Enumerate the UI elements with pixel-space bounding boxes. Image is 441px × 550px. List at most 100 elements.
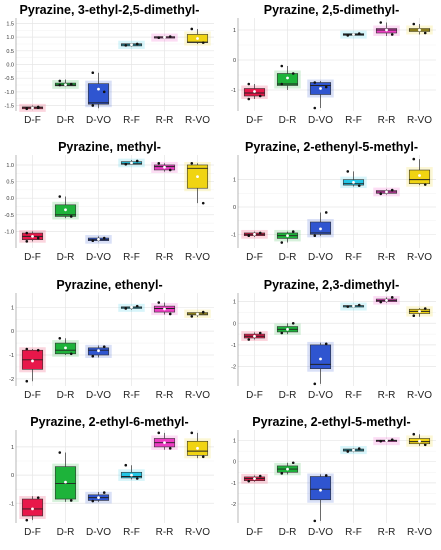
x-tick-label: R-F (123, 527, 140, 538)
chart-panel-5: Pyrazine, ethenyl- -2 -1 0 1 D-F D-R D-VO R-F R-R… (9, 278, 214, 401)
data-point (412, 22, 416, 26)
data-point (190, 315, 194, 318)
mean-marker (64, 480, 67, 484)
box-R-R (373, 296, 400, 305)
x-tick-label: D-VO (308, 390, 333, 401)
data-point (168, 168, 172, 172)
data-point (324, 85, 328, 89)
mean-marker (286, 234, 289, 238)
data-point (58, 79, 62, 83)
box-R-F (340, 30, 367, 39)
box-D-VO (307, 211, 334, 238)
x-tick-label: D-F (24, 115, 41, 126)
data-point (135, 304, 139, 308)
data-point (247, 338, 251, 341)
x-tick-label: R-F (345, 527, 362, 538)
data-point (135, 477, 139, 480)
data-point (25, 518, 29, 522)
data-point (157, 431, 161, 435)
box-R-F (340, 446, 367, 455)
box-body (309, 476, 332, 501)
y-tick-label: 0.0 (6, 196, 14, 202)
data-point (58, 337, 62, 340)
data-point (69, 215, 73, 218)
data-point (357, 32, 361, 35)
box-D-R (274, 229, 301, 244)
mean-marker (352, 448, 355, 452)
y-tick-label: -1 (231, 481, 236, 487)
data-point (157, 301, 161, 304)
box-R-F (118, 40, 145, 49)
x-tick-label: R-VO (407, 527, 432, 538)
data-point (36, 496, 40, 499)
y-tick-label: -2 (231, 365, 236, 371)
data-point (91, 71, 95, 75)
chart-title: Pyrazine, ethenyl- (56, 278, 162, 292)
mean-marker (253, 232, 256, 236)
mean-marker (31, 507, 34, 511)
mean-marker (253, 334, 256, 338)
mean-marker (31, 234, 34, 238)
box-D-VO (307, 79, 334, 110)
x-tick-label: D-VO (308, 252, 333, 263)
mean-marker (130, 305, 133, 309)
box-D-F (19, 496, 46, 522)
chart-title: Pyrazine, 2,5-dimethyl- (264, 3, 399, 17)
x-tick-label: D-VO (86, 252, 111, 263)
data-point (157, 36, 161, 39)
x-tick-label: D-R (279, 527, 297, 538)
data-point (201, 310, 205, 314)
data-point (36, 236, 40, 240)
plot-area (238, 18, 436, 111)
mean-marker (253, 477, 256, 481)
chart-title: Pyrazine, 3-ethyl-2,5-dimethyl- (20, 3, 200, 17)
mean-marker (130, 473, 133, 477)
mean-marker (319, 357, 322, 361)
data-point (258, 331, 262, 335)
x-tick-label: R-R (378, 115, 396, 126)
box-D-R (52, 337, 79, 357)
x-tick-label: R-R (156, 252, 174, 263)
y-tick-label: -1 (231, 232, 236, 238)
y-tick-label: 0 (233, 58, 236, 64)
mean-marker (31, 359, 34, 363)
x-tick-label: D-R (57, 115, 75, 126)
data-point (280, 241, 284, 244)
data-point (124, 44, 128, 47)
x-tick-label: D-F (246, 390, 263, 401)
box-R-VO (184, 161, 211, 205)
mean-marker (286, 327, 289, 331)
y-tick-label: 0 (233, 321, 236, 327)
data-point (124, 463, 128, 467)
box-body (21, 498, 44, 517)
mean-marker (319, 227, 322, 231)
box-R-VO (406, 432, 433, 447)
data-point (201, 201, 205, 205)
data-point (379, 192, 383, 196)
mean-marker (385, 298, 388, 302)
y-tick-label: 0 (11, 473, 14, 479)
data-point (357, 447, 361, 450)
box-body (276, 73, 299, 86)
x-tick-label: D-VO (308, 527, 333, 538)
box-D-VO (85, 71, 112, 109)
data-point (379, 300, 383, 304)
box-D-VO (85, 235, 112, 244)
mean-marker (286, 76, 289, 80)
data-point (313, 106, 317, 110)
box-D-R (52, 79, 79, 89)
data-point (201, 41, 205, 44)
mean-marker (418, 174, 421, 177)
mean-marker (352, 33, 355, 36)
chart-panel-1: Pyrazine, 3-ethyl-2,5-dimethyl- -1.5 -1.0 -… (5, 3, 214, 126)
y-tick-label: 0.0 (6, 63, 14, 69)
data-point (190, 162, 194, 165)
data-point (102, 345, 106, 348)
data-point (379, 439, 383, 443)
data-point (124, 163, 128, 166)
data-point (291, 72, 295, 75)
x-tick-label: D-VO (308, 115, 333, 126)
data-point (357, 303, 361, 307)
box-D-VO (307, 341, 334, 386)
